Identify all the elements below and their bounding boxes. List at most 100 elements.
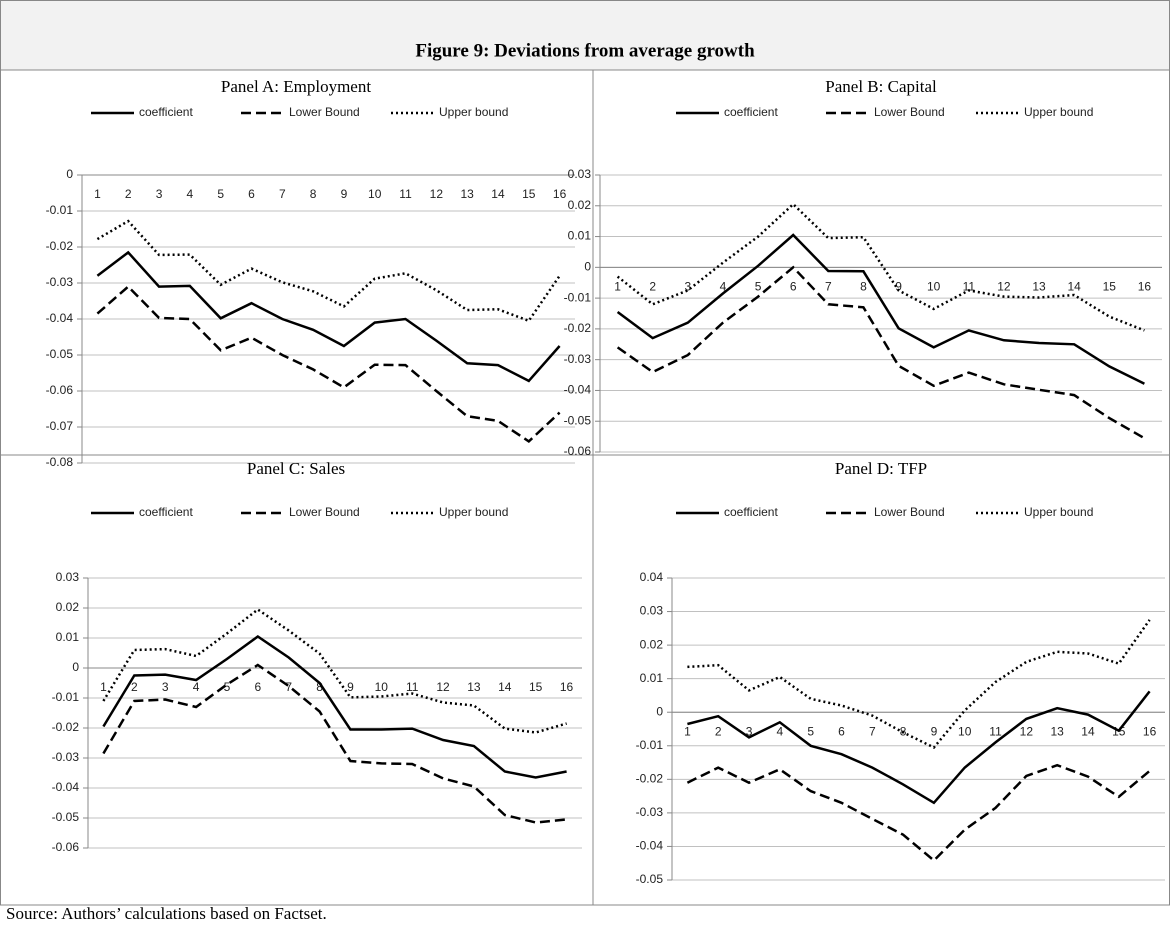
x-tick-label: 2 bbox=[125, 187, 132, 201]
x-tick-label: 16 bbox=[1143, 724, 1157, 738]
x-tick-label: 11 bbox=[399, 187, 412, 201]
header-box bbox=[0, 0, 1170, 71]
legend-label: Upper bound bbox=[439, 505, 508, 519]
x-tick-label: 2 bbox=[131, 680, 138, 694]
y-tick-label: -0.08 bbox=[46, 455, 74, 469]
x-tick-label: 14 bbox=[1081, 724, 1095, 738]
x-tick-label: 6 bbox=[248, 187, 255, 201]
panel-title: Panel A: Employment bbox=[221, 77, 371, 96]
y-tick-label: -0.05 bbox=[52, 810, 80, 824]
series-line bbox=[687, 690, 1151, 805]
y-tick-label: -0.03 bbox=[52, 750, 80, 764]
x-tick-label: 5 bbox=[807, 724, 814, 738]
legend-label: coefficient bbox=[139, 105, 193, 119]
x-tick-label: 16 bbox=[553, 187, 567, 201]
y-tick-label: 0.04 bbox=[640, 570, 664, 584]
x-tick-label: 14 bbox=[1068, 280, 1082, 294]
y-tick-label: -0.03 bbox=[46, 275, 74, 289]
x-tick-label: 11 bbox=[963, 280, 976, 294]
y-tick-label: -0.02 bbox=[46, 239, 74, 253]
x-tick-label: 16 bbox=[560, 680, 574, 694]
legend-label: Lower Bound bbox=[874, 505, 945, 519]
y-tick-label: -0.06 bbox=[52, 840, 80, 854]
series-line bbox=[96, 219, 561, 323]
y-tick-label: 0.02 bbox=[568, 198, 592, 212]
series-line bbox=[102, 663, 567, 824]
legend-label: Lower Bound bbox=[874, 105, 945, 119]
y-tick-label: 0.03 bbox=[640, 604, 664, 618]
panel-title: Panel D: TFP bbox=[835, 459, 927, 478]
x-tick-label: 13 bbox=[460, 187, 474, 201]
x-tick-label: 1 bbox=[94, 187, 101, 201]
x-tick-label: 14 bbox=[491, 187, 505, 201]
x-tick-label: 7 bbox=[825, 280, 832, 294]
x-tick-label: 4 bbox=[777, 724, 784, 738]
y-tick-label: -0.05 bbox=[564, 413, 592, 427]
x-tick-label: 1 bbox=[684, 724, 691, 738]
figure-title: Figure 9: Deviations from average growth bbox=[415, 40, 755, 61]
y-tick-label: -0.03 bbox=[636, 805, 664, 819]
x-tick-label: 8 bbox=[316, 680, 323, 694]
x-tick-label: 12 bbox=[436, 680, 450, 694]
x-tick-label: 8 bbox=[310, 187, 317, 201]
series-line bbox=[687, 619, 1151, 750]
y-tick-label: -0.04 bbox=[636, 839, 664, 853]
x-tick-label: 9 bbox=[341, 187, 348, 201]
legend-label: Lower Bound bbox=[289, 105, 360, 119]
y-tick-label: 0.02 bbox=[640, 637, 664, 651]
x-tick-label: 10 bbox=[958, 724, 972, 738]
x-tick-label: 3 bbox=[156, 187, 163, 201]
x-tick-label: 15 bbox=[522, 187, 536, 201]
x-tick-label: 4 bbox=[720, 280, 727, 294]
y-tick-label: -0.01 bbox=[564, 290, 592, 304]
y-tick-label: -0.06 bbox=[46, 383, 74, 397]
series-line bbox=[102, 634, 567, 779]
y-tick-label: -0.04 bbox=[52, 780, 80, 794]
legend-label: coefficient bbox=[139, 505, 193, 519]
x-tick-label: 3 bbox=[746, 724, 753, 738]
y-tick-label: 0 bbox=[584, 260, 591, 274]
legend-label: Lower Bound bbox=[289, 505, 360, 519]
x-tick-label: 10 bbox=[927, 280, 941, 294]
series-line bbox=[96, 250, 561, 383]
x-tick-label: 9 bbox=[931, 724, 938, 738]
x-tick-label: 10 bbox=[368, 187, 382, 201]
x-tick-label: 10 bbox=[375, 680, 389, 694]
x-tick-label: 2 bbox=[715, 724, 722, 738]
y-tick-label: 0.01 bbox=[568, 229, 592, 243]
series-line bbox=[616, 233, 1145, 385]
y-tick-label: 0.03 bbox=[568, 167, 592, 181]
legend-label: Upper bound bbox=[1024, 105, 1093, 119]
x-tick-label: 1 bbox=[100, 680, 107, 694]
x-tick-label: 13 bbox=[1050, 724, 1064, 738]
x-tick-label: 3 bbox=[162, 680, 169, 694]
x-tick-label: 15 bbox=[1103, 280, 1117, 294]
panel-title: Panel B: Capital bbox=[825, 77, 937, 96]
series-line bbox=[102, 607, 567, 734]
legend-label: Upper bound bbox=[439, 105, 508, 119]
x-tick-label: 15 bbox=[529, 680, 543, 694]
x-tick-label: 12 bbox=[430, 187, 444, 201]
x-tick-label: 2 bbox=[649, 280, 656, 294]
y-tick-label: -0.02 bbox=[52, 720, 80, 734]
y-tick-label: -0.04 bbox=[564, 383, 592, 397]
x-tick-label: 5 bbox=[755, 280, 762, 294]
series-line bbox=[616, 265, 1146, 440]
y-tick-label: 0 bbox=[66, 167, 73, 181]
y-tick-label: -0.02 bbox=[564, 321, 592, 335]
y-tick-label: -0.01 bbox=[636, 738, 664, 752]
x-tick-label: 6 bbox=[838, 724, 845, 738]
x-tick-label: 7 bbox=[279, 187, 286, 201]
x-tick-label: 7 bbox=[869, 724, 876, 738]
x-tick-label: 1 bbox=[614, 280, 621, 294]
y-tick-label: -0.01 bbox=[46, 203, 74, 217]
x-tick-label: 11 bbox=[989, 724, 1002, 738]
x-tick-label: 3 bbox=[684, 280, 691, 294]
x-tick-label: 13 bbox=[467, 680, 481, 694]
legend-label: coefficient bbox=[724, 105, 778, 119]
x-tick-label: 9 bbox=[347, 680, 354, 694]
y-tick-label: -0.03 bbox=[564, 352, 592, 366]
y-tick-label: 0 bbox=[72, 660, 79, 674]
